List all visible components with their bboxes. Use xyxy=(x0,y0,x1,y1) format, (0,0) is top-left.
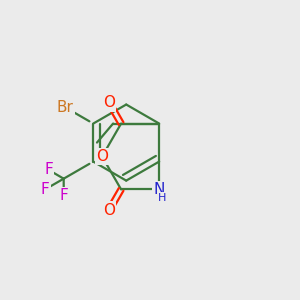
Text: F: F xyxy=(59,188,68,203)
Text: O: O xyxy=(96,149,108,164)
Text: Br: Br xyxy=(56,100,74,115)
Text: H: H xyxy=(158,193,166,203)
Text: F: F xyxy=(44,163,53,178)
Text: O: O xyxy=(103,95,115,110)
Text: O: O xyxy=(103,202,115,217)
Text: F: F xyxy=(41,182,50,197)
Text: N: N xyxy=(154,182,165,197)
